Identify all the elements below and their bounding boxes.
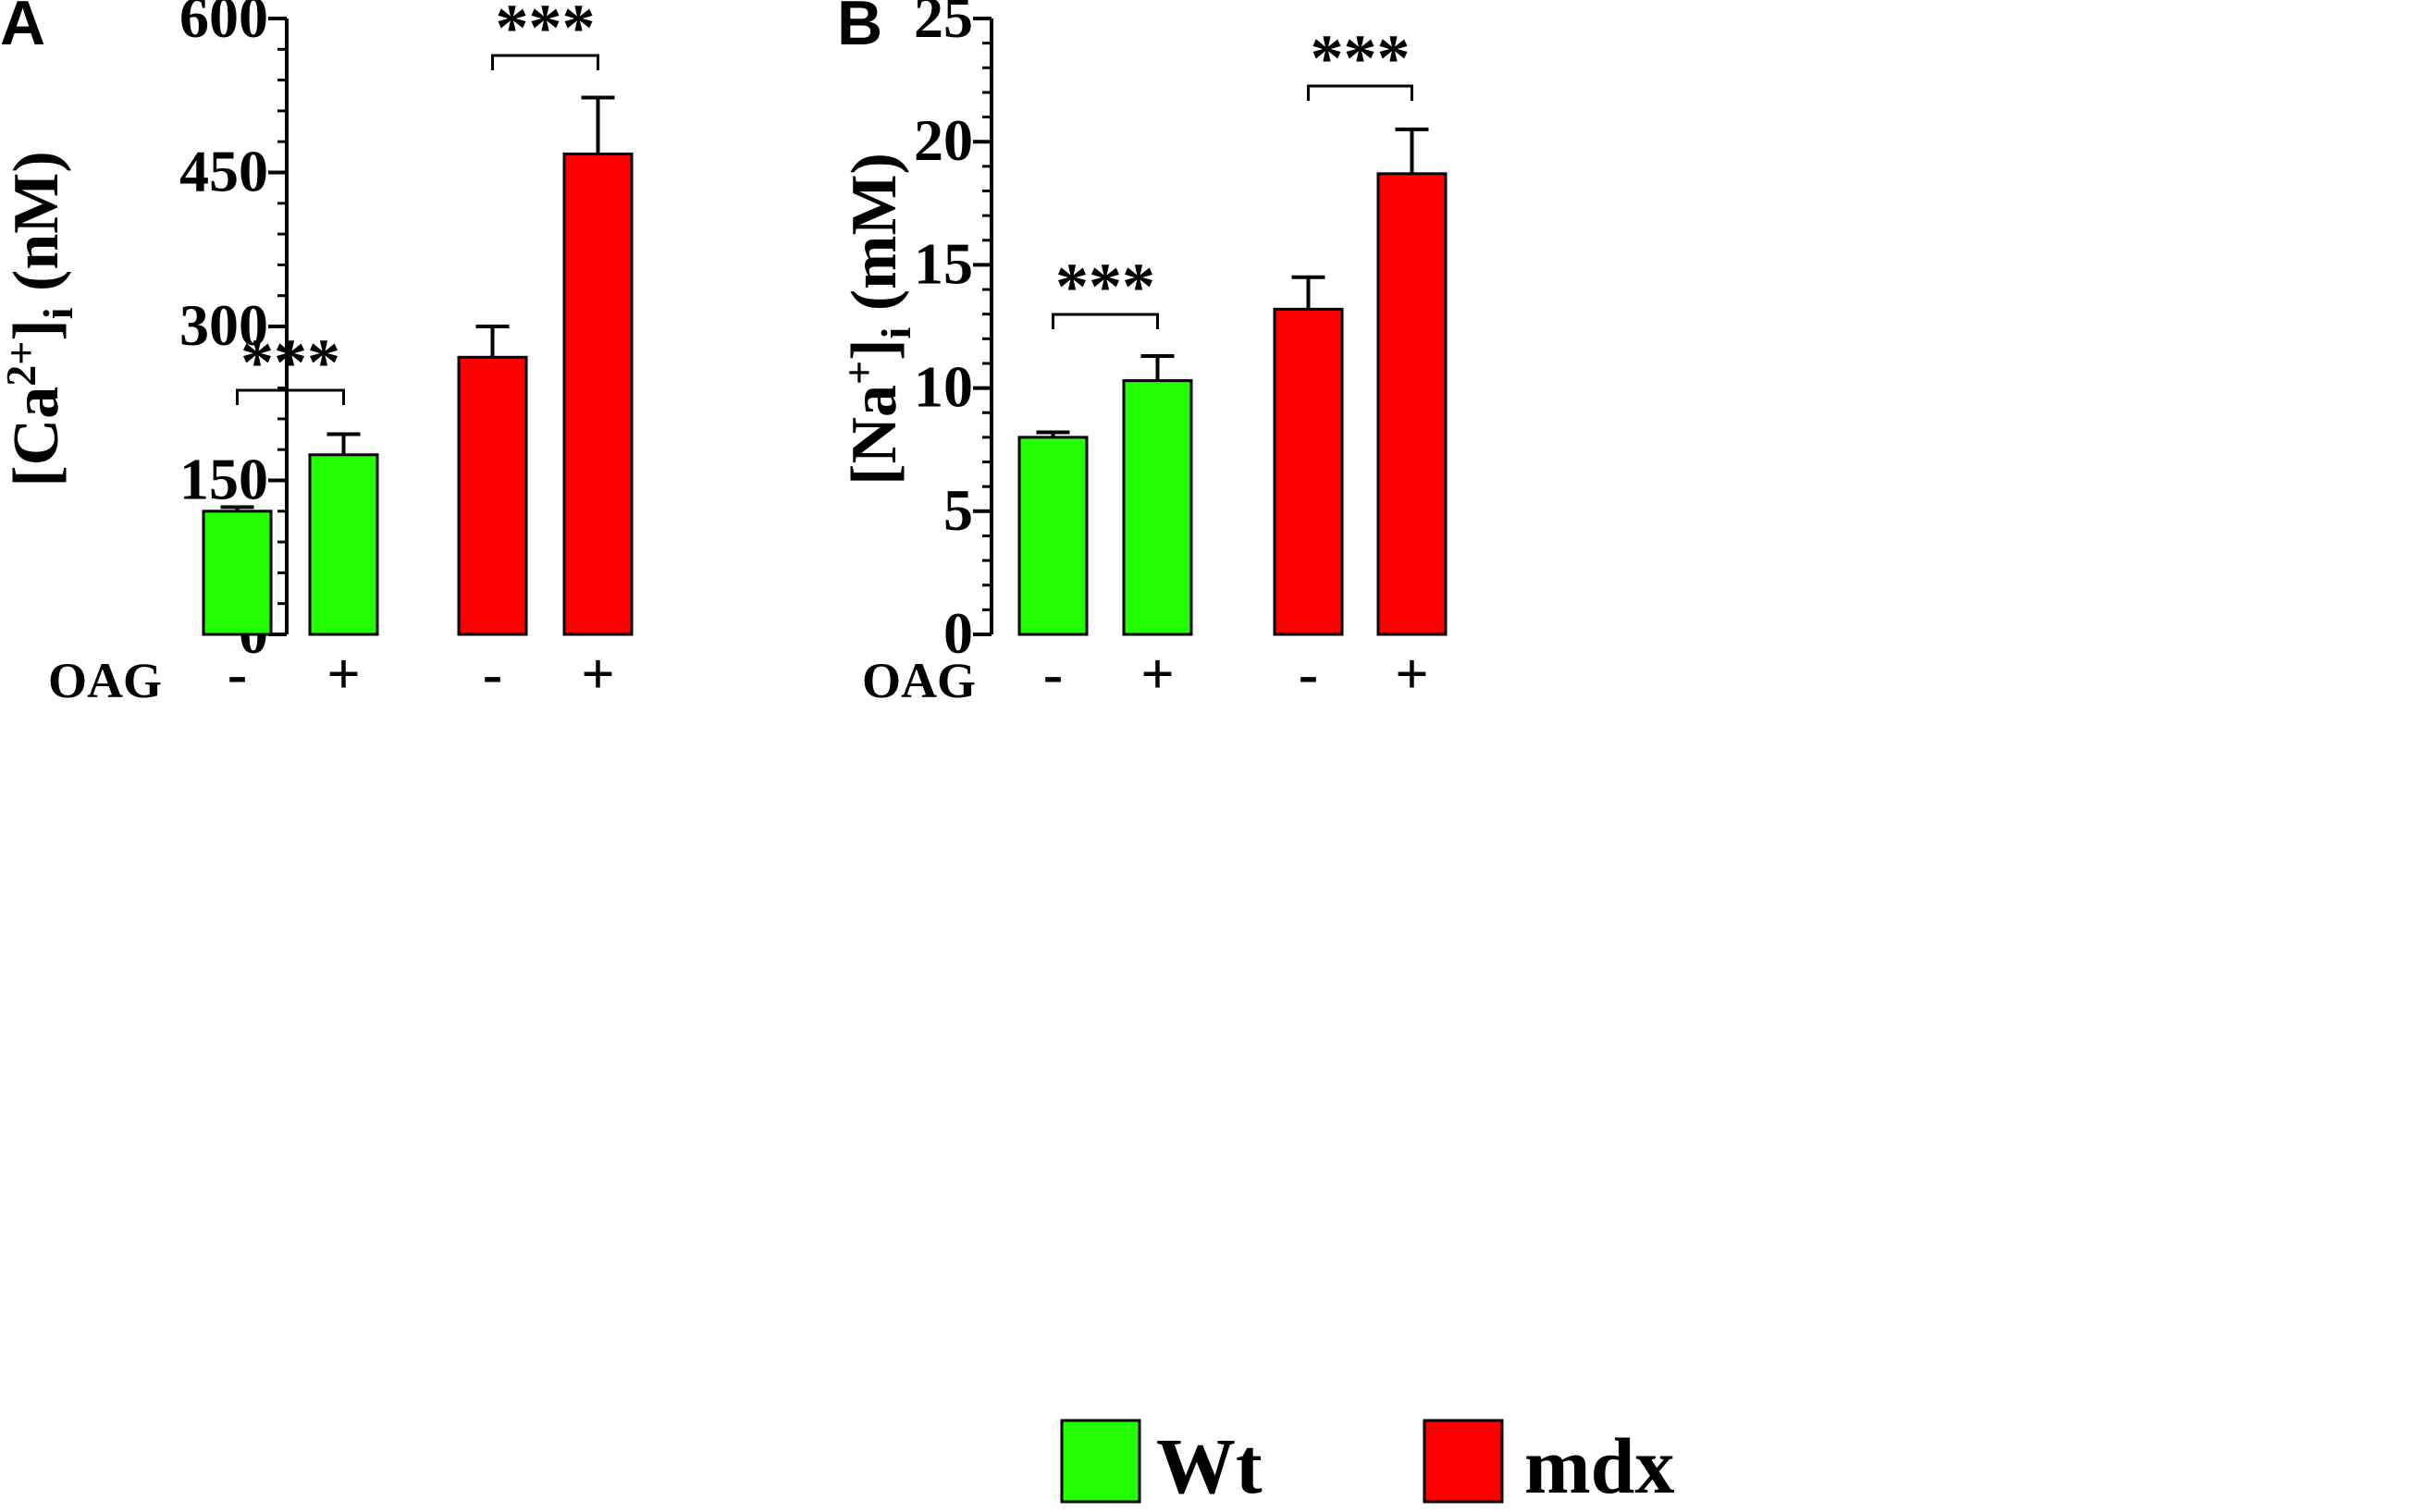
panel-a-tick-label: 600 [179,0,268,50]
legend-swatch-mdx [1423,1419,1504,1504]
panel-b-oag-condition-label: + [1140,641,1174,707]
legend-swatch-wt [1060,1419,1141,1504]
panel-b-oag-condition-label: - [1043,641,1063,707]
panel-a-tick-label: 450 [179,139,268,204]
panel-a-tick-label: 150 [179,447,268,512]
panel-b-na-chart: B 0 5 10 15 20 25 [Na+]i (mM) - + - + OAG *** *** [835,0,1448,708]
panel-b-tick-label: 20 [914,107,973,173]
panel-a-significance-bracket [491,54,599,70]
panel-a-oag-condition-label: + [581,641,614,707]
panel-a-tick-label: 300 [179,292,268,358]
legend-label-wt: Wt [1156,1421,1263,1510]
panel-b-tick-label: 10 [914,354,973,420]
panel-b-bar-wt-oag-plus [1122,379,1193,636]
panel-a-y-label: [Ca2+]i (nM) [0,151,81,486]
panel-b-oag-condition-label: + [1395,641,1428,707]
panel-b-letter: B [837,0,882,58]
panel-b-significance-stars: *** [1055,250,1155,324]
panel-a-ca-chart: A0150300450600[Ca2+]i (nM)-+-+OAG****** [0,0,634,708]
panel-a-letter: A [0,0,45,58]
panel-b-bar-mdx-oag-minus [1273,307,1344,636]
panel-a-oag-row-label: OAG [48,653,162,708]
panel-b-oag-condition-label: - [1299,641,1318,707]
panel-a-bar-wt-oag-minus [202,510,273,636]
panel-a-bar-wt-oag-plus [308,453,379,636]
panel-a-significance-stars: *** [496,0,596,65]
panel-a-bar-mdx-oag-plus [562,153,634,636]
panel-b-significance-bracket [1052,313,1159,329]
panel-a-bar-mdx-oag-minus [457,355,528,636]
panel-b-significance-bracket [1307,84,1413,101]
panel-b-significance-stars: *** [1311,21,1411,95]
panel-b-oag-row-label: OAG [862,653,976,708]
panel-b-tick-label: 15 [914,230,973,296]
panel-b-tick-label: 5 [943,477,973,543]
panel-b-y-label: [Na+]i (mM) [835,153,919,486]
legend: Wt mdx [1060,1419,1674,1510]
panel-a-oag-condition-label: - [228,641,247,707]
panel-a-significance-bracket [236,388,345,405]
panel-a-significance-stars: *** [240,326,340,400]
panel-a-oag-condition-label: + [326,641,360,707]
legend-label-mdx: mdx [1524,1421,1674,1510]
panel-b-tick-label: 25 [914,0,973,50]
panel-a-oag-condition-label: - [483,641,502,707]
panel-b-bar-mdx-oag-plus [1376,172,1448,636]
panel-b-bar-wt-oag-minus [1017,436,1089,636]
panel-b-tick-label: 0 [943,600,973,666]
